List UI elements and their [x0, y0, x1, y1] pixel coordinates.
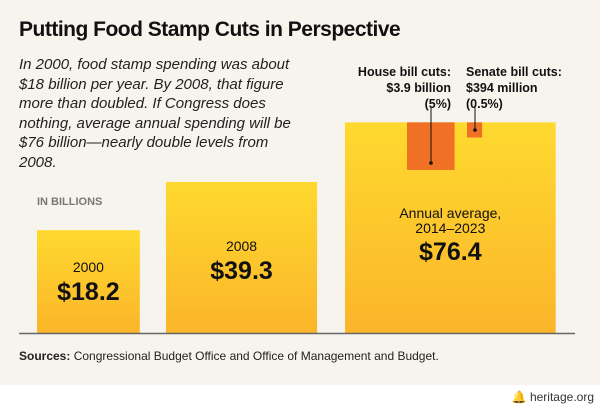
- house-cut-name: House bill cuts:: [357, 65, 451, 79]
- senate-cut-name: Senate bill cuts:: [466, 65, 562, 79]
- category-label-average-line1: Annual average,: [399, 205, 501, 221]
- heritage-logo[interactable]: 🔔 heritage.org: [512, 390, 594, 404]
- senate-cut-amount: $394 million: [466, 81, 538, 95]
- bar-chart: 2000 $18.2 2008 $39.3 Annual average,2014–20…: [19, 107, 575, 335]
- unit-label: IN BILLIONS: [37, 196, 103, 208]
- value-label-average: $76.4: [419, 238, 482, 266]
- category-label-average-line2: 2014–2023: [415, 220, 485, 236]
- value-label-2008: $39.3: [210, 257, 273, 285]
- leader-dot-0: [429, 161, 433, 165]
- intro-text: In 2000, food stamp spending was about $…: [19, 56, 291, 171]
- bar-0: [37, 230, 140, 333]
- category-label-2000: 2000: [73, 259, 104, 275]
- value-label-2000: $18.2: [57, 278, 120, 306]
- liberty-bell-icon: 🔔: [511, 390, 527, 404]
- house-cut-pct: (5%): [424, 97, 451, 111]
- bar-1: [166, 181, 318, 333]
- senate-cut-annotation: Senate bill cuts: $394 million (0.5%): [466, 64, 562, 112]
- sources-note: Sources: Congressional Budget Office and…: [19, 349, 439, 363]
- leader-dot-1: [473, 128, 477, 132]
- sources-text: Congressional Budget Office and Office o…: [70, 349, 439, 363]
- category-label-2008: 2008: [226, 238, 257, 254]
- chart-title: Putting Food Stamp Cuts in Perspective: [19, 18, 401, 41]
- house-cut-annotation: House bill cuts: $3.9 billion (5%): [358, 64, 451, 112]
- senate-cut-pct: (0.5%): [466, 97, 503, 111]
- house-cut-amount: $3.9 billion: [386, 81, 451, 95]
- sources-label: Sources:: [19, 349, 71, 363]
- logo-text: heritage.org: [529, 390, 594, 404]
